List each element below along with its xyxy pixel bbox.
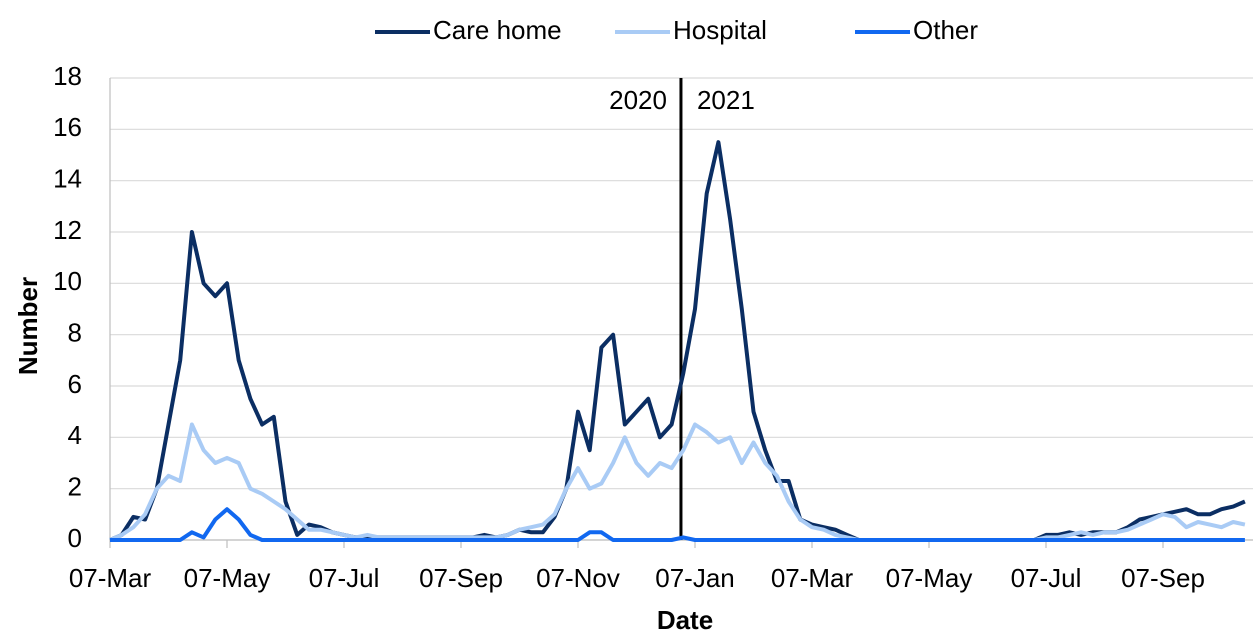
legend-label: Hospital	[673, 15, 767, 45]
y-tick-label: 18	[53, 61, 82, 91]
x-tick-label: 07-Jul	[309, 563, 380, 593]
annotation: 2020	[609, 85, 667, 115]
x-tick-label: 07-Sep	[1121, 563, 1205, 593]
x-tick-label: 07-Mar	[69, 563, 152, 593]
x-tick-label: 07-Jan	[655, 563, 735, 593]
legend-label: Care home	[433, 15, 562, 45]
y-tick-label: 4	[68, 420, 82, 450]
series-line	[109, 140, 1246, 542]
x-tick-label: 07-Jul	[1011, 563, 1082, 593]
y-tick-label: 12	[53, 215, 82, 245]
y-axis-label: Number	[13, 277, 43, 375]
y-tick-label: 14	[53, 164, 82, 194]
x-tick-label: 07-Sep	[419, 563, 503, 593]
series-line	[110, 507, 1245, 542]
y-tick-label: 0	[68, 523, 82, 553]
y-tick-label: 10	[53, 266, 82, 296]
y-tick-label: 8	[68, 318, 82, 348]
series-line	[109, 422, 1246, 542]
x-tick-label: 07-May	[886, 563, 973, 593]
x-axis-label: Date	[657, 605, 713, 635]
y-tick-label: 6	[68, 369, 82, 399]
annotation: 2021	[697, 85, 755, 115]
y-tick-label: 2	[68, 472, 82, 502]
legend-label: Other	[913, 15, 978, 45]
x-tick-label: 07-Mar	[771, 563, 854, 593]
x-tick-label: 07-May	[184, 563, 271, 593]
y-tick-label: 16	[53, 112, 82, 142]
x-tick-label: 07-Nov	[536, 563, 620, 593]
